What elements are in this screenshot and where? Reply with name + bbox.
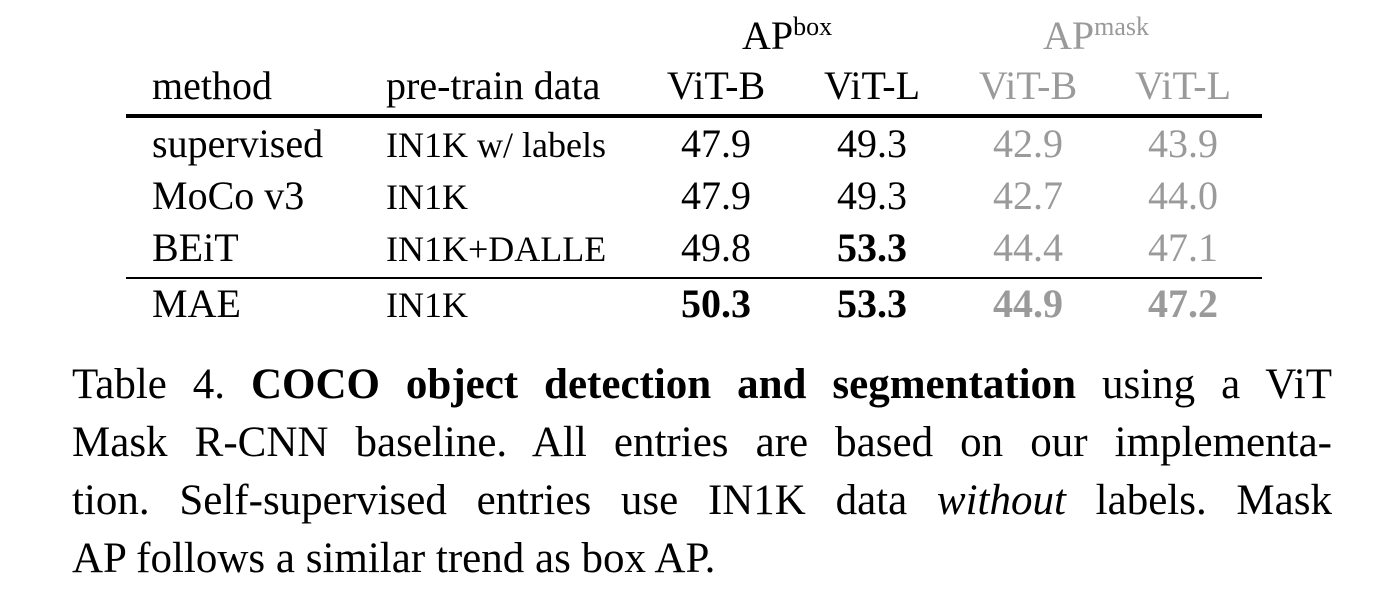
caption-line-1-rest: using a ViT: [1101, 361, 1332, 408]
caption-line-2: Mask R-CNN baseline. All entries are bas…: [72, 419, 1332, 466]
caption-label: Table 4.: [72, 361, 226, 408]
table-row-mocov3-box-vitl: 49.3: [837, 173, 907, 218]
table-row-mocov3-method: MoCo v3: [152, 173, 305, 218]
column-header-box-vitl: ViT-L: [823, 63, 921, 108]
table-row-mae-method: MAE: [152, 281, 241, 326]
table-row-supervised-method: supervised: [152, 121, 324, 166]
group-header-mask: APmask: [1043, 13, 1149, 58]
group-header-box-sup: box: [793, 12, 833, 41]
table-row-supervised-box-vitb: 47.9: [681, 121, 751, 166]
table-row-beit-method: BEiT: [152, 225, 239, 270]
group-header-mask-base: AP: [1043, 13, 1095, 58]
table-row-mae-mask-vitl: 47.2: [1148, 281, 1218, 326]
caption-line-4: AP follows a similar trend as box AP.: [72, 535, 716, 582]
column-header-method: method: [152, 63, 272, 108]
table-row-mae-box-vitl: 53.3: [837, 281, 907, 326]
table-row-mocov3-mask-vitb: 42.7: [993, 173, 1063, 218]
column-header-pretrain: pre-train data: [386, 63, 601, 108]
table-row-supervised-mask-vitl: 43.9: [1148, 121, 1218, 166]
table-row-mocov3-mask-vitl: 44.0: [1148, 173, 1218, 218]
table-row-mocov3-box-vitb: 47.9: [681, 173, 751, 218]
table-row-beit-mask-vitb: 44.4: [993, 225, 1063, 270]
table-mid-rule: [126, 277, 1262, 279]
caption-line-3-post: labels. Mask: [1095, 477, 1332, 524]
table-row-supervised-pretrain: IN1K w/ labels: [386, 125, 606, 165]
table-top-rule: [126, 114, 1262, 118]
table-row-mocov3-pretrain: IN1K: [386, 177, 468, 217]
group-header-mask-sup: mask: [1094, 12, 1150, 41]
table-caption: Table 4. COCO object detection and segme…: [72, 356, 1332, 588]
table-row-mae-mask-vitb: 44.9: [993, 281, 1063, 326]
caption-emphasis-without: without: [936, 477, 1066, 524]
table-row-beit-box-vitl: 53.3: [837, 225, 907, 270]
table-row-beit-box-vitb: 49.8: [681, 225, 751, 270]
caption-line-1: Table 4. COCO object detection and segme…: [72, 356, 1332, 414]
table-row-mae-box-vitb: 50.3: [681, 281, 751, 326]
table-row-beit-mask-vitl: 47.1: [1148, 225, 1218, 270]
table-row-supervised-mask-vitb: 42.9: [993, 121, 1063, 166]
column-header-mask-vitb: ViT-B: [978, 63, 1078, 108]
group-header-box: APbox: [742, 13, 832, 58]
table-row-supervised-box-vitl: 49.3: [837, 121, 907, 166]
group-header-box-base: AP: [742, 13, 794, 58]
column-header-box-vitb: ViT-B: [666, 63, 766, 108]
table-row-beit-pretrain: IN1K+DALLE: [386, 229, 607, 269]
table-row-mae-pretrain: IN1K: [386, 285, 468, 325]
caption-line-3: tion. Self-supervised entries use IN1K d…: [72, 472, 1332, 530]
caption-title: COCO object detection and segmentation: [250, 361, 1077, 408]
caption-line-3-pre: tion. Self-supervised entries use IN1K d…: [72, 477, 908, 524]
column-header-mask-vitl: ViT-L: [1134, 63, 1232, 108]
